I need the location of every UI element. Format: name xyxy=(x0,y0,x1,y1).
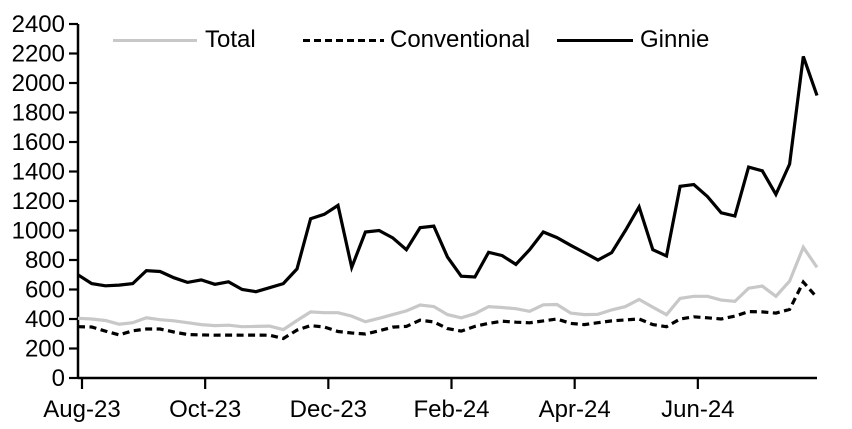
y-tick-label: 800 xyxy=(25,247,65,274)
x-tick-label: Aug-23 xyxy=(43,396,120,423)
x-tick-label: Dec-23 xyxy=(290,396,367,423)
legend-label-conventional: Conventional xyxy=(390,26,531,53)
y-tick-label: 1800 xyxy=(12,100,65,127)
legend-swatch-total xyxy=(113,39,197,42)
y-tick-label: 1400 xyxy=(12,159,65,186)
y-tick-label: 1600 xyxy=(12,129,65,156)
legend-label-ginnie: Ginnie xyxy=(640,26,710,53)
y-tick-label: 1000 xyxy=(12,218,65,245)
legend-swatch-conventional xyxy=(303,39,384,42)
y-tick-label: 0 xyxy=(52,365,65,392)
ginnie-line xyxy=(77,55,819,294)
y-tick-label: 600 xyxy=(25,277,65,304)
x-tick-label: Oct-23 xyxy=(169,396,241,423)
x-tick-label: Feb-24 xyxy=(413,396,489,423)
legend-swatch-ginnie xyxy=(557,39,633,42)
y-tick-label: 2200 xyxy=(12,41,65,68)
y-tick-label: 2000 xyxy=(12,70,65,97)
y-tick-label: 400 xyxy=(25,306,65,333)
x-tick-label: Jun-24 xyxy=(661,396,734,423)
y-tick-label: 1200 xyxy=(12,188,65,215)
legend-label-total: Total xyxy=(205,26,256,53)
conventional-line xyxy=(77,279,819,341)
y-tick-label: 2400 xyxy=(12,11,65,38)
y-tick-label: 200 xyxy=(25,336,65,363)
total-line xyxy=(77,243,819,332)
x-tick-label: Apr-24 xyxy=(539,396,611,423)
